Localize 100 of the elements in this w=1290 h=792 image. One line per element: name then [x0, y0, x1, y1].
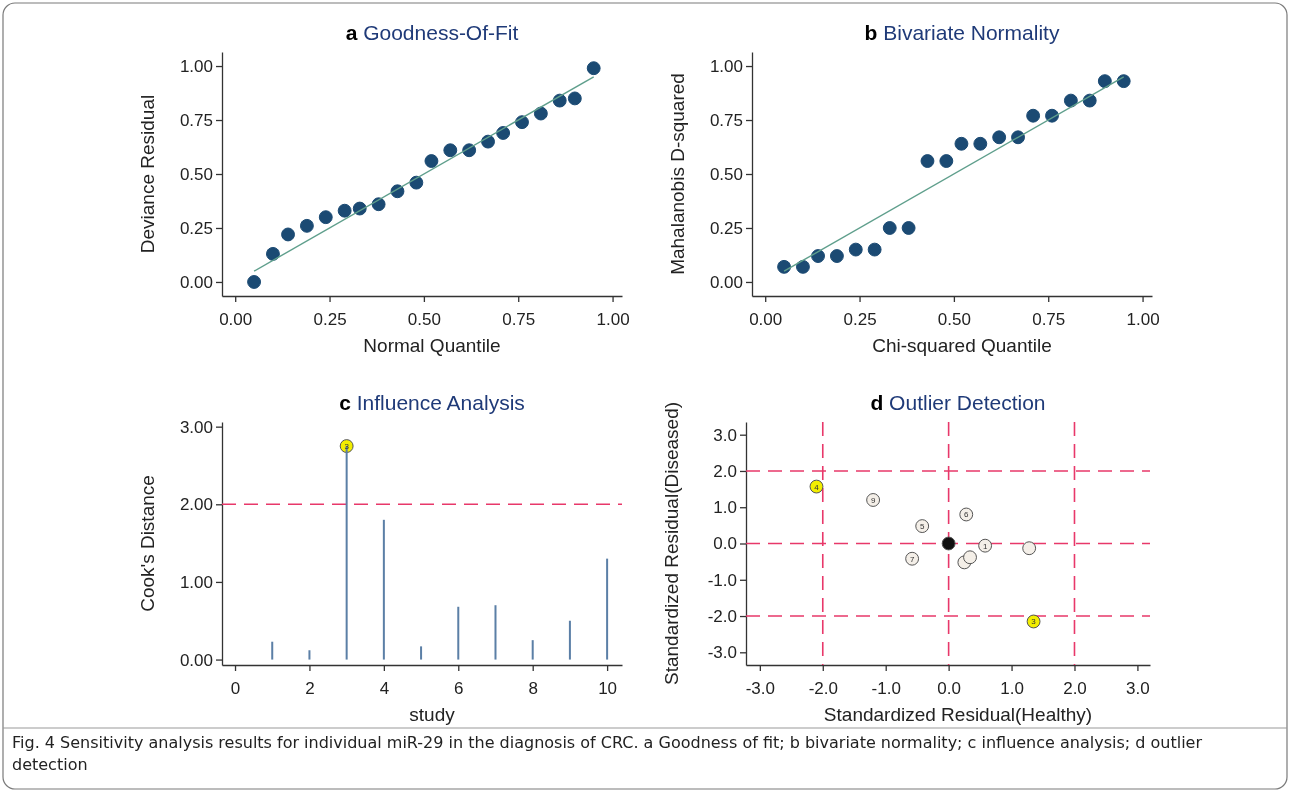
y-tick-label: 0.50	[179, 164, 213, 184]
x-tick-label: 6	[454, 679, 464, 699]
point	[920, 154, 935, 168]
y-tick-label: 0.25	[709, 218, 743, 238]
point	[1097, 74, 1112, 89]
y-tick-label: 1.00	[179, 56, 213, 76]
annotation: 7	[909, 554, 915, 564]
point	[1026, 108, 1041, 123]
bar	[531, 640, 534, 660]
x-axis-title: Standardized Residual(Healthy)	[823, 704, 1093, 725]
x-tick-label: -2.0	[808, 679, 838, 699]
x-tick-label: 8	[528, 679, 538, 699]
chart-title: d Outlier Detection	[870, 391, 1046, 414]
annotation: 9	[870, 495, 876, 505]
bar	[494, 605, 497, 660]
point	[281, 227, 295, 242]
x-tick-label: -3.0	[745, 679, 775, 699]
y-tick-label: -1.0	[707, 570, 737, 590]
bar	[457, 606, 460, 660]
x-tick-label: 3.0	[1126, 679, 1150, 699]
x-tick-label: 0.0	[937, 679, 961, 699]
point	[829, 249, 844, 263]
chart-title: b Bivariate Normality	[864, 21, 1060, 44]
point	[954, 136, 969, 151]
y-tick-label: 1.00	[709, 56, 743, 76]
point	[424, 154, 439, 168]
x-tick-label: 0	[230, 679, 241, 699]
y-tick-label: 2.00	[179, 495, 213, 515]
bar	[420, 646, 423, 660]
point	[247, 275, 262, 289]
x-tick-label: 0.75	[1032, 310, 1066, 330]
annotation: 4	[814, 482, 820, 492]
x-tick-label: 0.25	[843, 310, 877, 330]
bar	[345, 446, 348, 660]
chart-title: c Influence Analysis	[339, 391, 525, 414]
point	[567, 91, 582, 106]
point	[337, 203, 352, 218]
y-tick-label: 3.00	[179, 417, 213, 437]
y-tick-label: 0.25	[179, 218, 213, 238]
point	[963, 550, 977, 565]
y-axis-title: Deviance Residual	[137, 94, 158, 254]
bar	[606, 558, 609, 660]
point	[1022, 541, 1037, 556]
point	[867, 242, 882, 257]
y-axis-title: Standardized Residual(Diseased)	[661, 401, 682, 686]
y-tick-label: 0.50	[709, 164, 743, 184]
annotation: 6	[964, 510, 970, 520]
annotation: 3	[1031, 617, 1037, 627]
point	[939, 154, 954, 168]
caption: Fig. 4 Sensitivity analysis results for individual miR-29 in the diagnosis of CRC. a Goodness of fit; b bivariate normality; c influence analysis; d outlier detection	[12, 732, 1203, 776]
x-tick-label: 1.0	[1000, 679, 1024, 699]
annotation: 3	[344, 442, 350, 452]
point	[1116, 74, 1131, 89]
y-tick-label: 0.75	[179, 110, 213, 130]
x-axis-title: Chi-squared Quantile	[872, 335, 1052, 356]
y-tick-label: -2.0	[707, 606, 737, 626]
point	[992, 130, 1007, 145]
x-tick-label: 2	[305, 679, 315, 699]
x-tick-label: 1.00	[596, 310, 630, 330]
point	[318, 210, 333, 225]
annotation: 5	[919, 522, 925, 532]
x-axis-title: study	[409, 704, 456, 725]
y-tick-label: 2.0	[713, 461, 737, 481]
x-tick-label: 0.25	[313, 310, 347, 330]
x-tick-label: 0.50	[407, 310, 441, 330]
point	[777, 259, 792, 274]
y-tick-label: 0.00	[709, 272, 743, 292]
x-tick-label: 1.00	[1126, 310, 1160, 330]
y-tick-label: 0.0	[713, 534, 737, 554]
x-tick-label: 0.50	[937, 310, 971, 330]
x-tick-label: 0.00	[749, 310, 783, 330]
point	[882, 221, 897, 235]
point	[1063, 93, 1078, 108]
bar	[308, 650, 311, 660]
bar	[382, 519, 385, 660]
annotation: 1	[982, 541, 988, 551]
point	[586, 61, 601, 76]
point	[266, 246, 280, 261]
point	[905, 551, 920, 566]
x-tick-label: 4	[379, 679, 390, 699]
bar	[568, 620, 571, 660]
point	[443, 143, 458, 158]
point	[299, 218, 314, 233]
x-tick-label: 2.0	[1063, 679, 1087, 699]
point	[901, 221, 916, 235]
point	[973, 136, 988, 151]
x-axis-title: Normal Quantile	[363, 335, 501, 356]
y-tick-label: 0.75	[709, 110, 743, 130]
chart-title: a Goodness-Of-Fit	[345, 21, 519, 44]
x-tick-label: -1.0	[871, 679, 901, 699]
x-tick-label: 0.75	[502, 310, 536, 330]
point	[941, 536, 956, 551]
point	[533, 106, 548, 121]
bar	[271, 641, 274, 660]
point	[866, 493, 881, 507]
x-tick-label: 0.00	[219, 310, 253, 330]
y-tick-label: 1.0	[713, 498, 737, 518]
y-axis-title: Mahalanobis D-squared	[667, 73, 688, 275]
point	[978, 538, 993, 553]
point	[848, 242, 863, 257]
